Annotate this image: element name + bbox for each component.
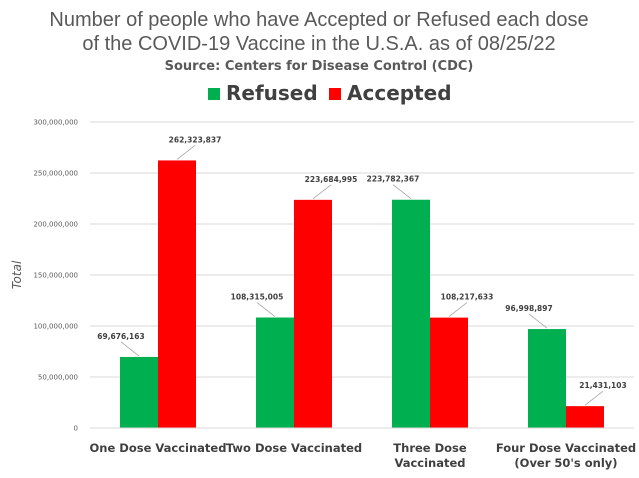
data-label-leader — [448, 302, 468, 317]
bars — [120, 160, 604, 428]
y-tick-label: 0 — [74, 425, 78, 433]
chart-subtitle: Source: Centers for Disease Control (CDC… — [165, 59, 474, 74]
y-tick-label: 50,000,000 — [38, 374, 78, 382]
data-label-leader — [528, 313, 548, 329]
y-tick-label: 250,000,000 — [33, 170, 78, 178]
data-labels: 69,676,163 108,315,005 223,782,367 96,998,8… — [97, 135, 627, 406]
chart-title-line-1: Number of people who have Accepted or Re… — [49, 9, 588, 31]
data-label-leader — [392, 184, 412, 200]
bar-accepted-1 — [294, 199, 332, 428]
data-label-accepted-0: 262,323,837 — [169, 135, 222, 144]
data-label-refused-3: 96,998,897 — [505, 304, 552, 313]
bar-accepted-2 — [430, 317, 468, 428]
x-axis: One Dose Vaccinated Two Dose Vaccinated Th… — [90, 427, 636, 470]
bar-refused-3 — [528, 329, 566, 428]
x-category-label: (Over 50's only) — [514, 456, 617, 470]
y-tick-label: 300,000,000 — [33, 119, 78, 127]
legend-swatch-refused — [208, 88, 220, 100]
y-tick-label: 100,000,000 — [33, 323, 78, 331]
chart-title-line-2: of the COVID-19 Vaccine in the U.S.A. as… — [82, 33, 555, 55]
legend-swatch-accepted — [329, 88, 341, 100]
data-label-leader — [120, 341, 140, 357]
x-category-label: Three Dose — [393, 441, 467, 455]
y-axis: 0 50,000,000 100,000,000 150,000,000 200,000… — [33, 119, 78, 433]
data-label-refused-0: 69,676,163 — [97, 332, 144, 341]
data-label-accepted-2: 108,217,633 — [441, 293, 494, 302]
data-label-accepted-3: 21,431,103 — [579, 381, 626, 390]
data-label-leader — [176, 145, 196, 160]
data-label-accepted-1: 223,684,995 — [305, 175, 358, 184]
x-category-label: Four Dose Vaccinated — [496, 441, 636, 455]
bar-accepted-0 — [158, 160, 196, 428]
legend-label-refused: Refused — [226, 81, 318, 105]
bar-refused-2 — [392, 199, 430, 428]
x-category-label: Two Dose Vaccinated — [226, 441, 362, 455]
legend: Refused Accepted — [208, 81, 452, 105]
data-label-refused-2: 223,782,367 — [367, 175, 420, 184]
x-category-label: One Dose Vaccinated — [90, 441, 227, 455]
y-tick-label: 150,000,000 — [33, 272, 78, 280]
bar-refused-0 — [120, 356, 158, 428]
data-label-leader — [256, 302, 276, 317]
x-category-label: Vaccinated — [394, 456, 465, 470]
y-axis-label: Total — [10, 260, 24, 289]
bar-accepted-3 — [566, 406, 604, 428]
legend-label-accepted: Accepted — [347, 81, 452, 105]
data-label-leader — [584, 390, 604, 406]
data-label-leader — [312, 184, 332, 200]
bar-refused-1 — [256, 317, 294, 428]
data-label-refused-1: 108,315,005 — [231, 293, 284, 302]
y-tick-label: 200,000,000 — [33, 221, 78, 229]
